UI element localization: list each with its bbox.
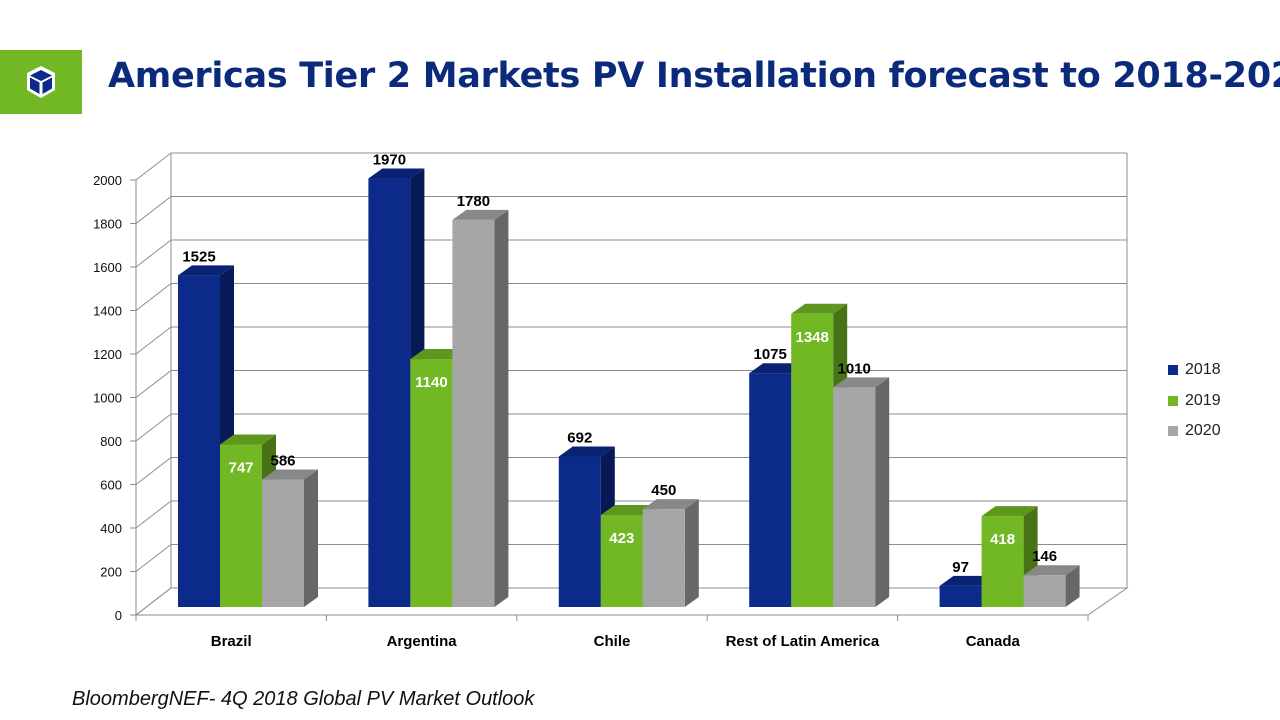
bar-side	[304, 469, 318, 607]
legend-swatch-2020	[1168, 426, 1178, 437]
legend-label-2018: 2018	[1185, 361, 1221, 379]
bar-2019-brazil	[220, 444, 262, 607]
bar-top	[178, 265, 234, 276]
bar-2018-canada	[939, 585, 982, 607]
x-tick-label: Argentina	[387, 633, 458, 650]
legend-item-2018: 2018	[1168, 355, 1221, 386]
x-tick-label: Rest of Latin America	[726, 633, 880, 650]
legend-item-2019: 2019	[1168, 386, 1221, 417]
gridline-side	[135, 544, 172, 572]
bar-top	[981, 506, 1038, 517]
gridline-side	[135, 326, 172, 355]
gridline-side	[135, 413, 172, 442]
data-label: 450	[651, 482, 676, 499]
data-label: 1525	[182, 248, 215, 265]
legend-item-2020: 2020	[1168, 416, 1221, 447]
bar-2020-chile	[642, 509, 685, 607]
data-label: 146	[1032, 548, 1057, 565]
y-tick-label: 0	[115, 608, 122, 623]
legend-label-2019: 2019	[1185, 391, 1221, 409]
y-tick-label: 1800	[93, 217, 122, 232]
bar-top	[368, 168, 425, 179]
bar-side	[684, 499, 699, 607]
bar-side	[875, 377, 890, 607]
bar-top	[642, 499, 699, 510]
data-label: 1075	[754, 346, 787, 363]
legend-label-2020: 2020	[1185, 422, 1221, 440]
y-tick-label: 1000	[93, 391, 122, 406]
bar-2018-rest-of-latin-america	[749, 373, 792, 607]
gridline-side	[135, 370, 172, 398]
source-note: BloombergNEF- 4Q 2018 Global PV Market O…	[72, 688, 535, 710]
data-label: 1970	[373, 152, 406, 169]
data-label: 692	[567, 429, 592, 446]
bar-2020-rest-of-latin-america	[833, 387, 876, 607]
bar-2018-chile	[558, 456, 601, 607]
data-label: 1140	[415, 374, 448, 391]
y-tick-label: 200	[100, 565, 122, 580]
bar-side	[1065, 565, 1080, 607]
bar-2020-canada	[1023, 575, 1066, 607]
bar-2019-argentina	[410, 359, 453, 607]
y-tick-label: 1400	[93, 304, 122, 319]
x-tick-label: Brazil	[211, 633, 252, 650]
data-label: 1010	[838, 360, 871, 377]
bar-side	[494, 209, 509, 607]
bar-top	[1023, 565, 1080, 576]
chart-floor	[134, 587, 1129, 616]
x-tick-label: Canada	[966, 633, 1021, 650]
data-label: 1348	[796, 329, 829, 346]
bar-top	[558, 446, 615, 457]
gridline-side	[135, 457, 172, 485]
gridline-side	[135, 196, 172, 224]
gridline-side	[135, 283, 172, 311]
bar-2018-brazil	[178, 275, 220, 607]
y-tick-label: 2000	[93, 173, 122, 188]
bar-top	[452, 209, 509, 220]
data-label: 423	[609, 530, 634, 547]
bar-2020-argentina	[452, 219, 495, 607]
chart-legend: 2018 2019 2020	[1168, 355, 1221, 447]
logo-tile	[0, 50, 82, 114]
cube-icon	[27, 66, 55, 98]
page-title: Americas Tier 2 Markets PV Installation …	[108, 56, 1280, 96]
bar-top	[220, 434, 276, 445]
bar-2020-brazil	[262, 479, 304, 607]
data-label: 418	[990, 531, 1015, 548]
data-label: 747	[228, 460, 253, 477]
bar-top	[262, 469, 318, 480]
y-tick-label: 600	[100, 478, 122, 493]
gridline-side	[135, 152, 172, 181]
y-tick-label: 800	[100, 434, 122, 449]
bar-2018-argentina	[368, 178, 411, 607]
data-label: 1780	[457, 193, 490, 210]
bar-2019-rest-of-latin-america	[791, 313, 834, 607]
y-tick-label: 1600	[93, 260, 122, 275]
x-tick-label: Chile	[594, 633, 631, 650]
bar-2019-chile	[600, 514, 643, 607]
bar-2019-canada	[981, 516, 1024, 607]
y-tick-label: 400	[100, 521, 122, 536]
legend-swatch-2019	[1168, 395, 1178, 406]
legend-swatch-2018	[1168, 365, 1178, 376]
gridline-side	[135, 500, 172, 529]
gridline-side	[135, 239, 172, 268]
bar-top	[791, 303, 848, 314]
bar-top	[833, 377, 890, 388]
data-label: 586	[270, 453, 295, 470]
y-tick-label: 1200	[93, 347, 122, 362]
data-label: 97	[952, 559, 969, 576]
